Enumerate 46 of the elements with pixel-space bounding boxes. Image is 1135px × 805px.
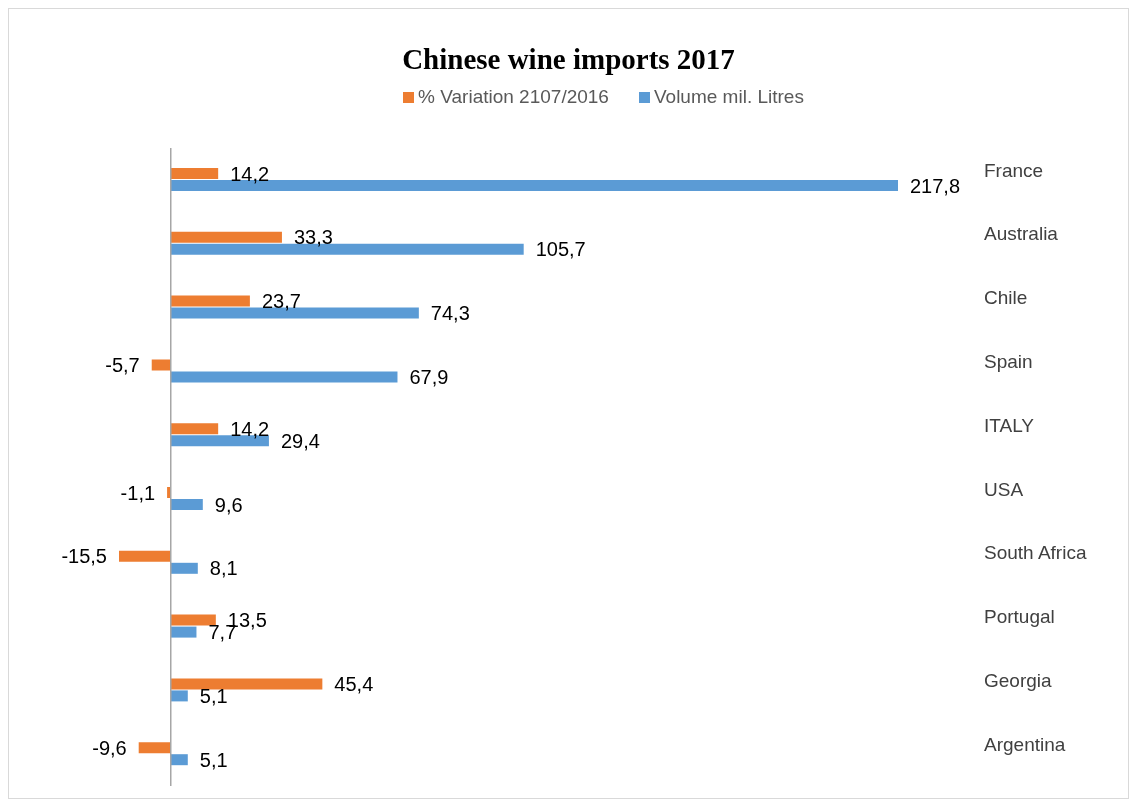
y-tick-label: USA [984, 478, 1024, 500]
data-label: 105,7 [535, 238, 586, 261]
data-label: -5,7 [105, 353, 140, 376]
data-label: 9,6 [214, 493, 243, 516]
y-tick-label: Georgia [984, 670, 1053, 692]
data-label: 67,9 [409, 365, 449, 388]
data-label: 45,4 [334, 672, 374, 695]
bar [170, 626, 197, 638]
y-tick-label: South Africa [984, 542, 1087, 564]
bar [170, 678, 323, 690]
data-label: 29,4 [280, 429, 320, 452]
bar [170, 231, 282, 243]
bar [170, 295, 250, 307]
data-label: 74,3 [430, 302, 470, 325]
bar [170, 423, 219, 435]
legend-label: % Variation 2107/2016 [418, 86, 609, 107]
legend-label: Volume mil. Litres [653, 86, 804, 107]
bar [170, 562, 198, 574]
data-label: 14,2 [230, 417, 270, 440]
y-tick-label: Spain [984, 351, 1033, 373]
data-label: 23,7 [261, 290, 301, 313]
y-tick-label: Portugal [984, 606, 1055, 628]
data-label: 8,1 [209, 557, 238, 580]
bar [170, 371, 398, 383]
chart-title: Chinese wine imports 2017 [401, 43, 736, 76]
y-tick-label: ITALY [984, 414, 1035, 436]
bar [170, 499, 203, 510]
data-label: 14,2 [230, 162, 270, 185]
y-tick-label: Argentina [984, 733, 1066, 755]
data-label: -15,5 [61, 545, 107, 568]
data-label: 5,1 [199, 684, 228, 707]
data-label: 5,1 [199, 748, 228, 771]
y-tick-label: France [984, 159, 1044, 181]
y-tick-label: Chile [984, 287, 1028, 309]
data-label: 33,3 [293, 226, 333, 249]
bar [138, 742, 171, 754]
bar [119, 550, 171, 562]
data-label: -1,1 [120, 481, 156, 504]
y-tick-label: Australia [984, 223, 1059, 245]
bar [170, 690, 188, 702]
bar [170, 168, 219, 179]
data-label: 217,8 [910, 174, 961, 197]
bar [170, 754, 188, 766]
data-label: -9,6 [92, 736, 127, 759]
bar [170, 614, 216, 626]
bar [151, 359, 171, 371]
